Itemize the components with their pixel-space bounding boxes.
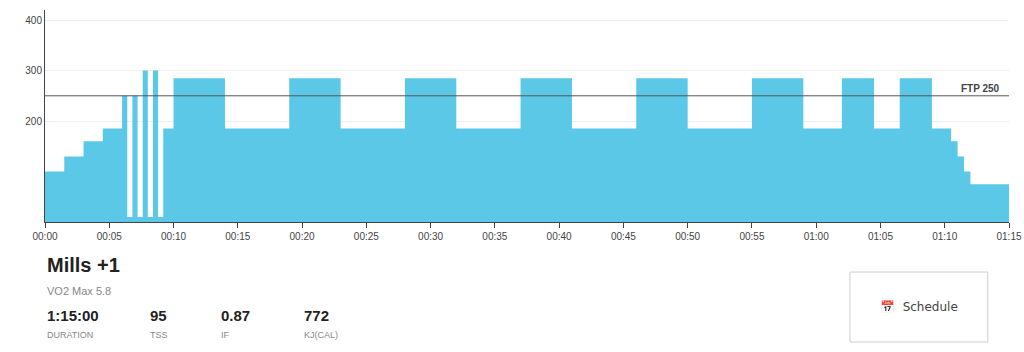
svg-text:Mills +1: Mills +1 — [47, 254, 120, 276]
svg-text:00:05: 00:05 — [97, 231, 122, 242]
svg-text:1:15:00: 1:15:00 — [47, 307, 99, 324]
svg-text:0.87: 0.87 — [221, 307, 250, 324]
svg-text:00:50: 00:50 — [675, 231, 700, 242]
svg-text:DURATION: DURATION — [47, 330, 93, 340]
svg-text:00:20: 00:20 — [290, 231, 315, 242]
svg-text:400: 400 — [25, 15, 42, 26]
svg-text:VO2 Max 5.8: VO2 Max 5.8 — [47, 285, 111, 297]
svg-text:KJ(CAL): KJ(CAL) — [304, 330, 338, 340]
svg-text:01:00: 01:00 — [804, 231, 829, 242]
svg-text:00:00: 00:00 — [32, 231, 57, 242]
svg-text:00:15: 00:15 — [225, 231, 250, 242]
svg-text:00:55: 00:55 — [739, 231, 764, 242]
svg-text:00:35: 00:35 — [482, 231, 507, 242]
svg-text:TSS: TSS — [150, 330, 168, 340]
svg-text:01:15: 01:15 — [996, 231, 1021, 242]
svg-text:01:10: 01:10 — [932, 231, 957, 242]
svg-text:📅 Schedule: 📅 Schedule — [880, 300, 958, 314]
svg-text:IF: IF — [221, 330, 230, 340]
svg-text:00:10: 00:10 — [161, 231, 186, 242]
svg-text:300: 300 — [25, 65, 42, 76]
svg-text:00:30: 00:30 — [418, 231, 443, 242]
svg-text:FTP 250: FTP 250 — [961, 83, 1000, 94]
svg-text:00:40: 00:40 — [547, 231, 572, 242]
svg-text:01:05: 01:05 — [868, 231, 893, 242]
svg-text:00:25: 00:25 — [354, 231, 379, 242]
svg-text:00:45: 00:45 — [611, 231, 636, 242]
svg-text:772: 772 — [304, 307, 329, 324]
svg-text:200: 200 — [25, 116, 42, 127]
svg-text:95: 95 — [150, 307, 167, 324]
